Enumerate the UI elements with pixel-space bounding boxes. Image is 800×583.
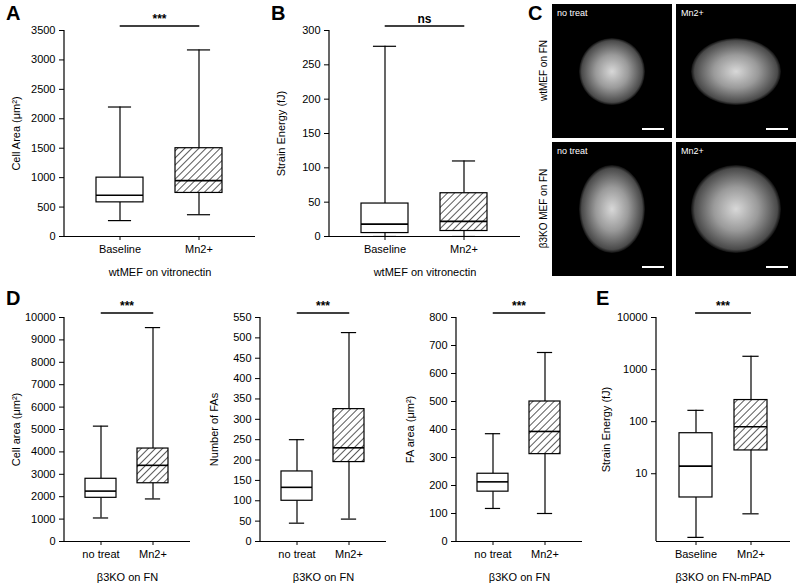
html-text:B: B [271,2,286,24]
svg-text:2000: 2000 [31,490,55,502]
svg-text:1000: 1000 [623,363,647,375]
svg-text:8000: 8000 [31,356,55,368]
html-text:A: A [6,2,21,24]
svg-text:Mn2+: Mn2+ [531,548,559,560]
svg-text:0: 0 [245,535,251,547]
svg-text:50: 50 [239,515,251,527]
html-text:Mn2+: Mn2+ [681,8,704,18]
svg-text:Cell Area (μm²): Cell Area (μm²) [10,96,22,170]
svg-text:250: 250 [302,58,320,70]
html-text:β3KO MEF on FN: β3KO MEF on FN [537,168,549,249]
svg-text:1500: 1500 [31,142,55,154]
svg-text:450: 450 [233,352,251,364]
svg-text:Strain Energy (fJ): Strain Energy (fJ) [600,387,612,473]
svg-text:7000: 7000 [31,378,55,390]
svg-text:1000: 1000 [31,171,55,183]
svg-text:ns: ns [417,12,431,26]
svg-text:10000: 10000 [25,311,56,323]
svg-text:β3KO on FN-mPAD: β3KO on FN-mPAD [676,571,772,583]
svg-text:2000: 2000 [31,112,55,124]
svg-text:100: 100 [302,161,320,173]
html-text:no treat: no treat [557,8,588,18]
svg-text:wtMEF on vitronectin: wtMEF on vitronectin [108,266,212,278]
svg-text:200: 200 [233,454,251,466]
svg-text:3000: 3000 [31,468,55,480]
svg-text:β3KO on FN: β3KO on FN [97,571,158,583]
svg-text:Mn2+: Mn2+ [737,548,765,560]
svg-text:150: 150 [302,127,320,139]
svg-text:Mn2+: Mn2+ [139,548,167,560]
svg-text:9000: 9000 [31,333,55,345]
svg-text:Mn2+: Mn2+ [185,243,213,255]
svg-text:500: 500 [233,331,251,343]
svg-text:***: *** [120,299,134,313]
svg-text:0: 0 [49,230,55,242]
svg-text:***: *** [316,299,330,313]
svg-text:Number of FAs: Number of FAs [208,392,220,466]
svg-text:no treat: no treat [474,548,511,560]
svg-text:Baseline: Baseline [675,548,717,560]
svg-text:β3KO on FN: β3KO on FN [293,571,354,583]
svg-text:***: *** [152,12,166,26]
svg-text:50: 50 [308,196,320,208]
svg-text:5000: 5000 [31,423,55,435]
html-text:D: D [6,287,21,309]
html-text:C: C [528,2,543,24]
html-text:Mn2+: Mn2+ [681,146,704,156]
svg-text:100: 100 [429,507,447,519]
svg-text:200: 200 [429,479,447,491]
svg-text:no treat: no treat [82,548,119,560]
svg-text:Baseline: Baseline [99,243,141,255]
svg-text:***: *** [716,299,730,313]
svg-text:200: 200 [302,93,320,105]
svg-text:1000: 1000 [31,513,55,525]
svg-text:0: 0 [314,230,320,242]
svg-text:100: 100 [233,494,251,506]
svg-text:3500: 3500 [31,24,55,36]
svg-text:0: 0 [441,535,447,547]
svg-text:***: *** [512,299,526,313]
svg-text:no treat: no treat [278,548,315,560]
html-text:no treat: no treat [557,146,588,156]
svg-text:300: 300 [302,24,320,36]
svg-text:10000: 10000 [617,311,648,323]
svg-text:550: 550 [233,311,251,323]
svg-text:Baseline: Baseline [364,243,406,255]
svg-text:300: 300 [233,413,251,425]
html-text:wtMEF on FN: wtMEF on FN [537,39,549,102]
svg-text:β3KO on FN: β3KO on FN [489,571,550,583]
svg-text:700: 700 [429,339,447,351]
svg-text:6000: 6000 [31,401,55,413]
svg-text:3000: 3000 [31,53,55,65]
svg-text:Cell area (μm²): Cell area (μm²) [10,393,22,467]
svg-text:Mn2+: Mn2+ [335,548,363,560]
svg-text:10: 10 [635,467,647,479]
svg-text:500: 500 [37,201,55,213]
svg-text:800: 800 [429,311,447,323]
html-text:E: E [596,287,610,309]
svg-text:250: 250 [233,433,251,445]
svg-text:150: 150 [233,474,251,486]
svg-text:350: 350 [233,392,251,404]
svg-text:400: 400 [429,423,447,435]
svg-text:300: 300 [429,451,447,463]
svg-text:2500: 2500 [31,83,55,95]
svg-text:wtMEF on vitronectin: wtMEF on vitronectin [373,266,477,278]
svg-text:600: 600 [429,367,447,379]
svg-text:400: 400 [233,372,251,384]
svg-text:100: 100 [629,415,647,427]
svg-text:Mn2+: Mn2+ [450,243,478,255]
svg-text:500: 500 [429,395,447,407]
svg-text:0: 0 [49,535,55,547]
svg-text:4000: 4000 [31,445,55,457]
svg-text:FA area (μm²): FA area (μm²) [404,396,416,463]
svg-text:Strain Energy (fJ): Strain Energy (fJ) [275,91,287,177]
